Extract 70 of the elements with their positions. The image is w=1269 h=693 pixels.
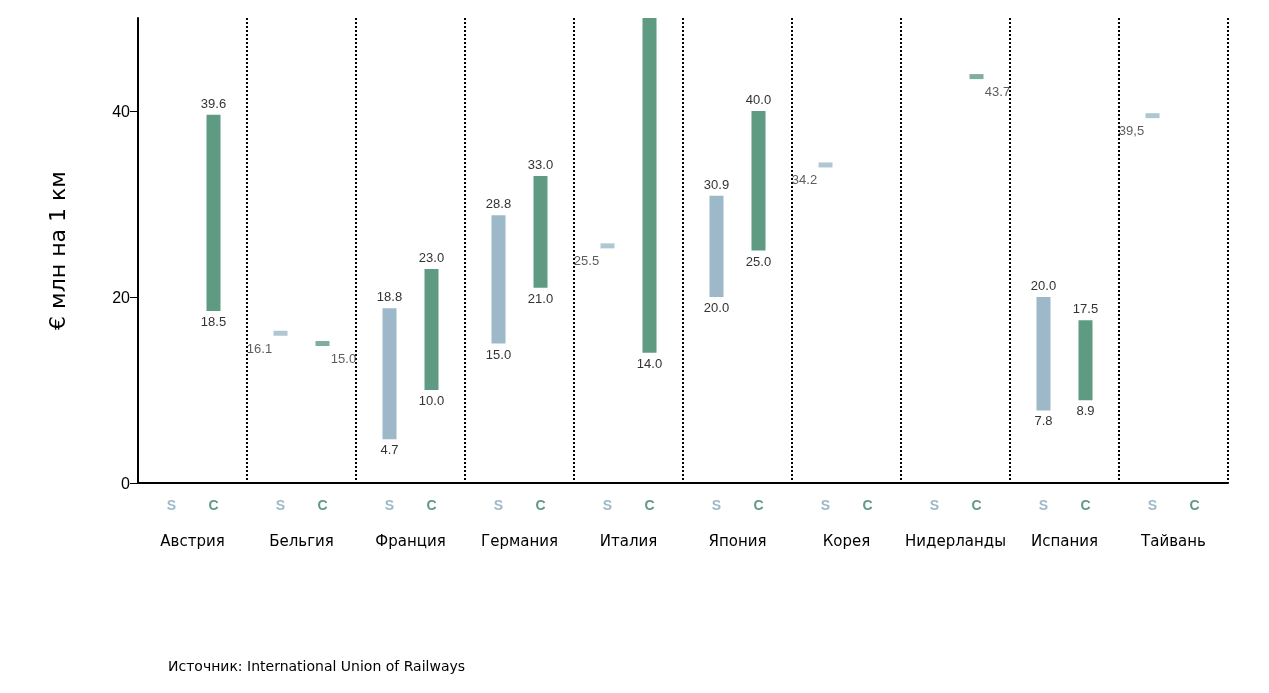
bar: [491, 215, 506, 344]
data-label: 25.5: [573, 253, 600, 269]
text: 25.0: [745, 253, 772, 269]
text: C: [862, 497, 873, 513]
x-tick-label: Тайвань: [1140, 531, 1206, 550]
text: S: [1147, 497, 1158, 513]
text: C: [1080, 497, 1091, 513]
text: C: [753, 497, 764, 513]
bar: [424, 269, 439, 390]
data-label: 43.7: [984, 84, 1011, 100]
bar: [709, 195, 724, 297]
text: C: [426, 497, 437, 513]
text: C: [317, 497, 328, 513]
text: S: [929, 497, 940, 513]
text: Источник: International Union of Railways: [168, 658, 466, 674]
y-tick-label: 40: [112, 102, 131, 120]
text: S: [275, 497, 286, 513]
bar: [751, 111, 766, 251]
x-tick-label: Нидерланды: [905, 531, 1006, 550]
text: 40.0: [745, 92, 772, 107]
x-tick-label: Япония: [708, 531, 767, 550]
text: S: [602, 497, 613, 513]
x-tick-label: Австрия: [160, 531, 225, 550]
y-tick-label: 20: [112, 288, 131, 306]
y-tick-label: 0: [121, 474, 131, 492]
text: 18.5: [200, 313, 227, 329]
text: 7.8: [1034, 413, 1053, 429]
bar: [382, 308, 397, 440]
text: S: [711, 497, 722, 513]
bar: [1078, 320, 1093, 401]
text: C: [644, 497, 655, 513]
text: 10.0: [418, 393, 445, 408]
text: 15.0: [485, 346, 512, 362]
bar: [642, 18, 657, 353]
text: 33.0: [527, 157, 554, 173]
text: S: [820, 497, 831, 513]
text: S: [384, 497, 395, 513]
text: 17.5: [1072, 301, 1099, 317]
text: C: [208, 497, 219, 513]
text: 20.0: [1030, 278, 1057, 293]
bar: [533, 176, 548, 288]
x-tick-label: Бельгия: [269, 531, 334, 550]
bar: [1036, 297, 1051, 411]
text: 21.0: [527, 290, 554, 306]
text: S: [1038, 497, 1049, 513]
text: C: [535, 497, 546, 513]
text: 30.9: [703, 176, 730, 192]
data-label: 34.2: [791, 172, 818, 188]
text: S: [493, 497, 504, 513]
x-tick-label: Германия: [481, 531, 558, 550]
text: 14.0: [636, 355, 663, 371]
text: 4.7: [380, 442, 399, 458]
text: 20.0: [703, 300, 730, 315]
data-label: 39,5: [1118, 123, 1145, 139]
x-tick-label: Корея: [822, 531, 871, 550]
text: 39.6: [200, 95, 227, 111]
text: S: [166, 497, 177, 513]
text: C: [1189, 497, 1200, 513]
text: 18.8: [376, 289, 403, 305]
text: C: [971, 497, 982, 513]
text: 8.9: [1076, 403, 1095, 419]
x-tick-label: Испания: [1030, 531, 1099, 550]
data-label: 15.0: [330, 351, 357, 366]
text: 28.8: [485, 196, 512, 212]
data-label: 16.1: [246, 340, 273, 356]
text: 23.0: [418, 250, 445, 266]
y-axis-title: € млн на 1 км: [44, 171, 70, 330]
bar: [206, 114, 221, 311]
x-tick-label: Италия: [599, 531, 658, 550]
x-tick-label: Франция: [375, 531, 446, 550]
